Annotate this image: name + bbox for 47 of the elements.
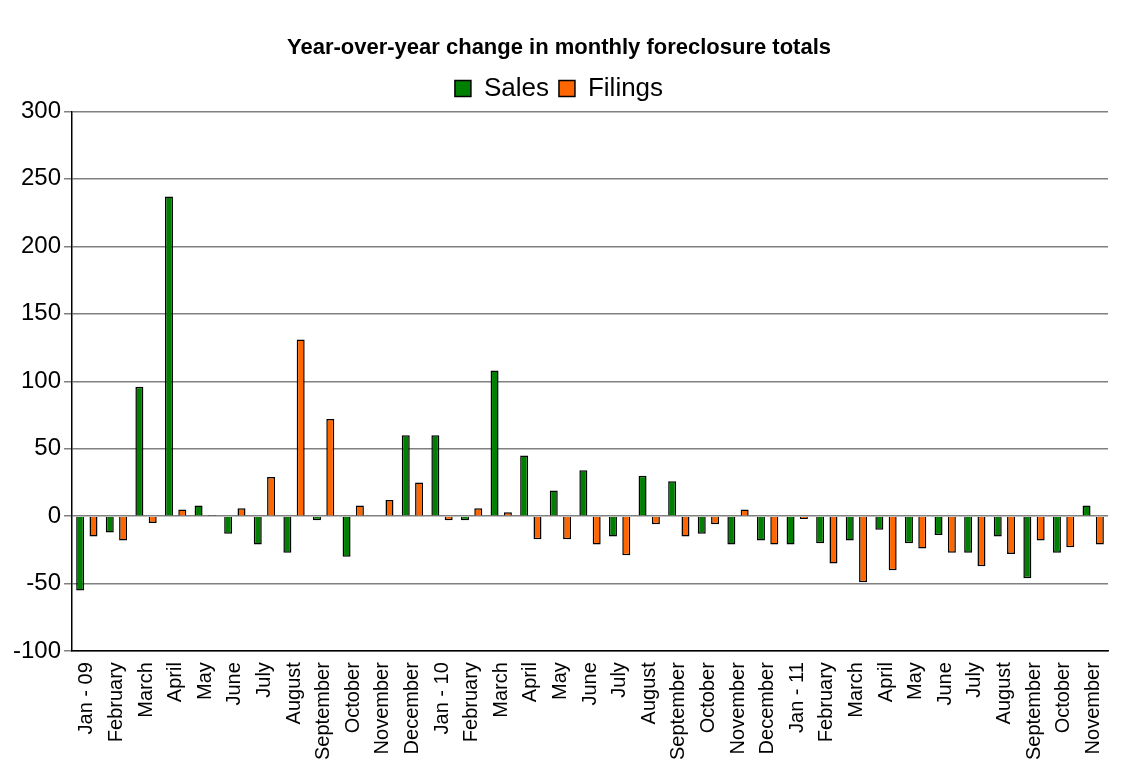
x-tick-label: February xyxy=(103,662,126,743)
legend-label: Filings xyxy=(587,71,664,102)
x-tick-label: April xyxy=(873,662,896,703)
x-tick-label: June xyxy=(222,662,245,706)
x-tick-label: May xyxy=(903,662,926,700)
legend-label: Sales xyxy=(483,71,549,102)
y-tick-label: -50 xyxy=(26,568,62,596)
y-tick-label: 50 xyxy=(34,433,62,461)
x-tick-label: April xyxy=(518,662,541,703)
x-tick-label: February xyxy=(459,662,482,743)
x-tick-label: Jan - 11 xyxy=(784,662,807,733)
y-tick-label: 150 xyxy=(20,298,62,326)
x-tick-label: August xyxy=(991,661,1014,725)
x-tick-label: September xyxy=(1021,661,1044,761)
x-tick-label: March xyxy=(133,662,156,718)
x-tick-label: July xyxy=(251,662,274,698)
y-tick-label: 300 xyxy=(20,96,62,124)
x-tick-label: April xyxy=(163,662,186,703)
x-tick-label: Jan - 09 xyxy=(74,662,97,735)
x-tick-label: May xyxy=(547,662,570,700)
x-tick-label: August xyxy=(636,661,659,725)
x-tick-label: June xyxy=(932,662,955,706)
x-tick-label: November xyxy=(370,661,393,755)
x-tick-label: November xyxy=(725,661,748,755)
y-tick-label: 0 xyxy=(47,500,62,528)
x-tick-label: March xyxy=(843,662,866,718)
x-tick-label: October xyxy=(695,661,718,734)
x-tick-label: July xyxy=(962,662,985,698)
x-tick-label: November xyxy=(1080,661,1103,755)
x-tick-label: September xyxy=(666,661,689,761)
y-tick-label: 100 xyxy=(20,365,62,393)
x-tick-label: July xyxy=(607,662,630,698)
x-tick-label: October xyxy=(1051,661,1074,734)
x-tick-label: December xyxy=(755,661,778,755)
x-tick-label: December xyxy=(399,661,422,755)
y-tick-label: -100 xyxy=(12,635,62,663)
x-tick-label: October xyxy=(340,661,363,734)
x-tick-label: Jan - 10 xyxy=(429,662,452,735)
y-tick-label: 200 xyxy=(20,230,62,258)
x-tick-label: March xyxy=(488,662,511,718)
y-tick-label: 250 xyxy=(20,163,62,191)
x-tick-label: June xyxy=(577,662,600,706)
x-tick-label: September xyxy=(311,661,334,761)
x-tick-label: May xyxy=(192,662,215,700)
x-tick-label: August xyxy=(281,661,304,725)
chart-title: Year-over-year change in monthly foreclosure totals xyxy=(286,34,832,60)
x-tick-label: February xyxy=(814,662,837,743)
